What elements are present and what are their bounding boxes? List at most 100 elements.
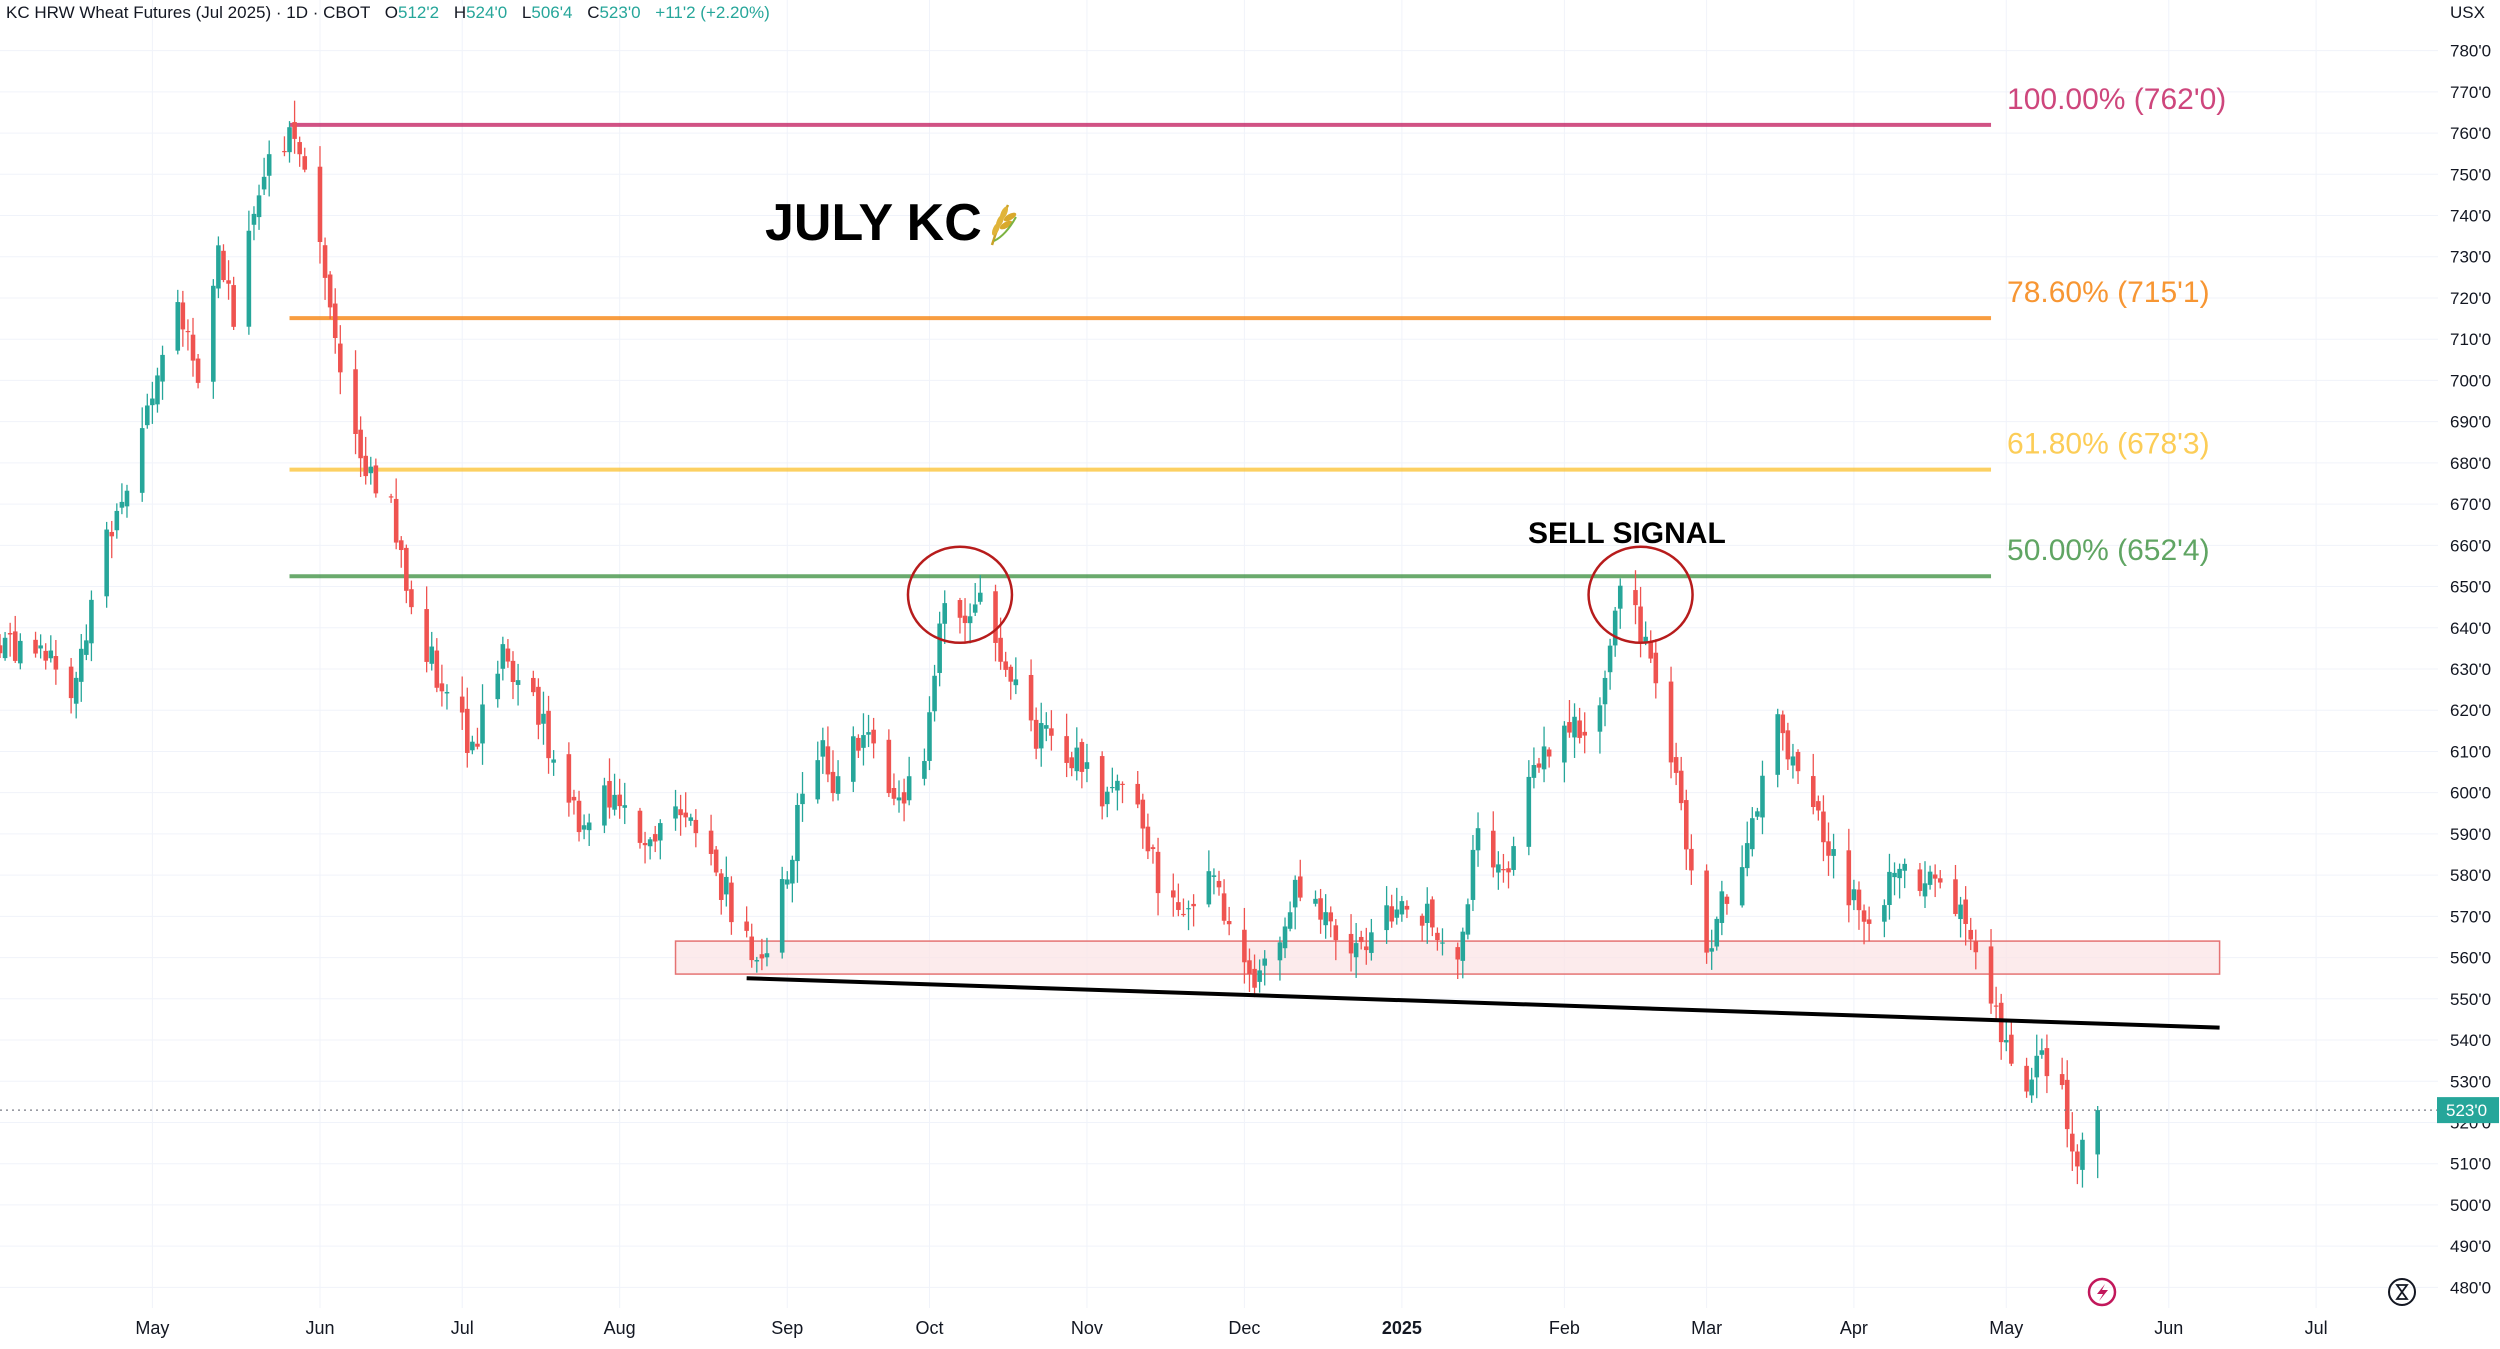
x-tick-label: Jul — [451, 1318, 474, 1338]
candle-body — [78, 648, 84, 682]
price-axis[interactable]: 480'0490'0500'0510'0520'0530'0540'0550'0… — [2437, 42, 2499, 1298]
candle-body — [1689, 848, 1694, 871]
candle-body — [856, 737, 861, 751]
x-tick-label: Dec — [1228, 1318, 1260, 1338]
candle-body — [1851, 889, 1857, 901]
x-tick-label: May — [1989, 1318, 2023, 1338]
candle-body — [1247, 960, 1252, 975]
candle-body — [297, 142, 302, 155]
candle-body — [1795, 751, 1801, 772]
candle-body — [114, 510, 120, 531]
candle-body — [150, 398, 155, 406]
candle-body — [1226, 921, 1232, 925]
candle-body — [652, 834, 658, 842]
candle-body — [1683, 800, 1689, 850]
candle-body — [1110, 786, 1115, 789]
x-tick-label: Apr — [1840, 1318, 1868, 1338]
candle-body — [784, 879, 790, 885]
candle-body — [1511, 846, 1516, 870]
candle-body — [1988, 946, 1994, 1004]
candle-body — [932, 675, 937, 712]
signal-circle — [906, 545, 1014, 645]
support-zone — [674, 940, 2221, 975]
candle-body — [1348, 933, 1354, 954]
candle-body — [1084, 762, 1090, 769]
fibonacci-levels: 100.00% (762'0) 78.60% (715'1) 61.80% (678… — [289, 83, 2226, 579]
candle-body — [2, 637, 8, 659]
candle-body — [551, 759, 556, 763]
candle-body — [1902, 863, 1907, 871]
candle-body — [322, 245, 328, 278]
candle-body — [1470, 849, 1476, 900]
support-zone-layer — [674, 940, 2221, 975]
y-tick-label: 770'0 — [2450, 83, 2491, 102]
candle-body — [124, 490, 130, 507]
candle-body — [1998, 1002, 2004, 1043]
candle-body — [1668, 681, 1674, 763]
symbol-title: KC HRW Wheat Futures (Jul 2025) · 1D · C… — [6, 3, 370, 22]
candle-body — [358, 429, 363, 459]
candle-body — [602, 785, 607, 826]
y-tick-label: 490'0 — [2450, 1237, 2491, 1256]
candle-body — [1897, 868, 1902, 879]
y-tick-label: 760'0 — [2450, 124, 2491, 143]
candle-body — [1953, 879, 1958, 914]
candle-body — [1861, 910, 1867, 922]
candle-body — [871, 729, 876, 744]
candle-body — [678, 809, 683, 816]
candle-body — [830, 771, 836, 794]
candle-body — [1292, 879, 1298, 908]
candle-body — [957, 600, 963, 618]
candle-body — [145, 405, 150, 426]
candle-body — [637, 810, 643, 843]
candle-body — [1115, 780, 1120, 791]
settings-icon[interactable] — [2388, 1278, 2416, 1306]
low-value: 506'4 — [531, 3, 572, 22]
x-tick-label: 2025 — [1382, 1318, 1422, 1338]
candle-body — [180, 302, 186, 330]
candle-body — [266, 154, 272, 176]
candle-body — [658, 823, 663, 841]
candle-body — [470, 741, 475, 751]
candle-body — [1008, 666, 1014, 682]
candle-body — [967, 616, 973, 624]
candle-body — [1216, 880, 1222, 888]
flash-icon[interactable] — [2087, 1277, 2117, 1307]
candle-body — [2003, 1040, 2009, 1043]
candle-body — [586, 822, 592, 831]
fib-level-label: 100.00% (762'0) — [2007, 83, 2226, 116]
currency-label[interactable]: USX — [2450, 3, 2485, 22]
candle-body — [1607, 645, 1613, 673]
candle-body — [459, 696, 465, 713]
candle-body — [1932, 874, 1938, 879]
last-price-tag — [2437, 1097, 2499, 1124]
candle-body — [2080, 1139, 2085, 1170]
candle-body — [73, 677, 79, 704]
candle-body — [1064, 736, 1069, 763]
candle-body — [942, 603, 948, 624]
candle-body — [444, 691, 450, 694]
candle-body — [1475, 828, 1481, 851]
candle-body — [1181, 913, 1186, 916]
candle-body — [1435, 932, 1440, 940]
candle-body — [1044, 725, 1049, 729]
time-axis[interactable]: May Jun Jul Aug Sep Oct Nov Dec 2025 Feb Mar Apr May… — [135, 1318, 2327, 1338]
candle-body — [1597, 705, 1603, 732]
candle-body — [2039, 1050, 2045, 1055]
candle-body — [109, 531, 115, 537]
candle-body — [1353, 943, 1359, 958]
y-tick-label: 730'0 — [2450, 248, 2491, 267]
candle-body — [338, 343, 343, 373]
candle-body — [744, 921, 749, 931]
candle-body — [1049, 728, 1054, 736]
y-tick-label: 670'0 — [2450, 495, 2491, 514]
candle-body — [1633, 590, 1638, 606]
y-tick-label: 780'0 — [2450, 42, 2491, 61]
y-tick-label: 550'0 — [2450, 990, 2491, 1009]
candle-body — [251, 213, 257, 225]
candle-body — [576, 800, 582, 833]
x-tick-label: Jun — [305, 1318, 334, 1338]
candle-body — [1318, 898, 1323, 920]
